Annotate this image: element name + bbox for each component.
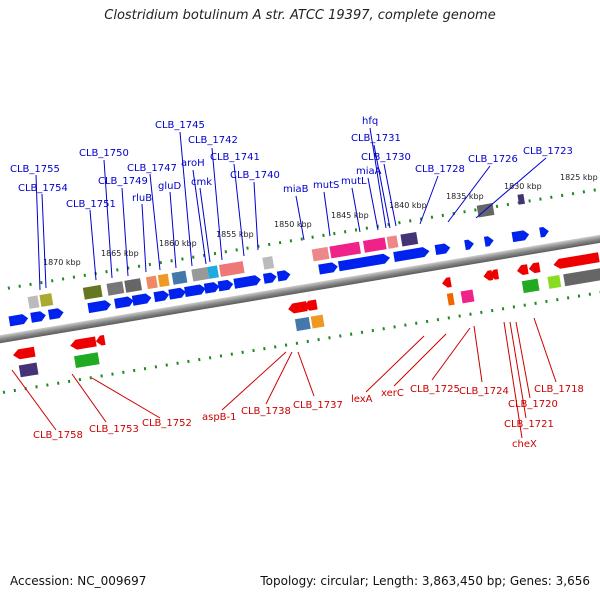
gene-label: rluB xyxy=(132,193,152,204)
gene-label: CLB_1740 xyxy=(230,170,280,181)
gene-label: CLB_1755 xyxy=(10,164,60,175)
gene-label: CLB_1728 xyxy=(415,164,465,175)
gene-arrow xyxy=(153,290,170,303)
scale-label: 1825 kbp xyxy=(560,173,598,182)
gene-label: cheX xyxy=(512,439,537,450)
gene-label: CLB_1718 xyxy=(534,384,584,395)
gene-arrow xyxy=(489,269,500,280)
gene-label: CLB_1751 xyxy=(66,199,116,210)
gene-label: cmk xyxy=(191,177,212,188)
gene-label: mutL xyxy=(341,176,367,187)
scale-label: 1845 kbp xyxy=(331,211,369,220)
gene-label: hfq xyxy=(362,116,378,127)
scale-label: 1855 kbp xyxy=(216,230,254,239)
gene-label: CLB_1749 xyxy=(98,176,148,187)
gene-arrow xyxy=(203,282,220,294)
gene-arrow xyxy=(30,311,46,323)
gene-arrow xyxy=(318,262,338,275)
gene-arrow xyxy=(131,293,152,306)
reverse-leader-lines xyxy=(11,317,557,439)
gene-arrow xyxy=(483,236,494,247)
gene-arrow xyxy=(511,230,530,243)
gene-arrow xyxy=(516,264,529,276)
gene-arrow xyxy=(87,300,111,314)
reverse-gene-arrows xyxy=(13,252,600,360)
gene-arrow xyxy=(217,279,234,292)
tick-track-lower xyxy=(2,288,600,394)
reverse-gene-boxes xyxy=(18,266,600,378)
gene-arrow xyxy=(553,252,600,269)
gene-arrow xyxy=(184,284,206,297)
scale-labels: 1870 kbp 1865 kbp 1860 kbp 1855 kbp 1850… xyxy=(43,173,598,267)
forward-gene-arrows xyxy=(8,227,549,327)
gene-arrow xyxy=(442,277,452,288)
gene-label: CLB_1720 xyxy=(508,399,558,410)
gene-arrow xyxy=(13,346,36,360)
gene-arrow xyxy=(95,334,106,346)
forward-gene-labels: CLB_1755 CLB_1754 CLB_1751 CLB_1750 CLB_… xyxy=(10,116,573,210)
scale-label: 1840 kbp xyxy=(389,201,427,210)
gene-arrow xyxy=(8,314,29,327)
accession-text: Accession: NC_009697 xyxy=(10,574,147,588)
gene-label: CLB_1747 xyxy=(127,163,177,174)
gene-label: CLB_1725 xyxy=(410,384,460,395)
gene-label: xerC xyxy=(381,388,404,399)
gene-label: CLB_1745 xyxy=(155,120,205,131)
scale-label: 1835 kbp xyxy=(446,192,484,201)
gene-arrow xyxy=(276,270,291,282)
gene-label: CLB_1742 xyxy=(188,135,238,146)
scale-label: 1830 kbp xyxy=(504,182,542,191)
forward-leader-lines xyxy=(35,127,547,291)
gene-label: CLB_1738 xyxy=(241,406,291,417)
genome-title: Clostridium botulinum A str. ATCC 19397,… xyxy=(104,8,496,23)
gene-arrow xyxy=(168,287,186,300)
gene-arrow xyxy=(47,308,64,320)
gene-label: CLB_1737 xyxy=(293,400,343,411)
gene-label: CLB_1724 xyxy=(459,386,509,397)
gene-label: miaA xyxy=(356,166,382,177)
scale-label: 1870 kbp xyxy=(43,258,81,267)
gene-arrow xyxy=(528,262,541,274)
gene-arrow xyxy=(288,301,308,314)
gene-label: CLB_1754 xyxy=(18,183,68,194)
gene-arrow xyxy=(483,270,494,281)
gene-label: miaB xyxy=(283,184,309,195)
gene-label: aspB-1 xyxy=(202,412,237,423)
gene-arrow xyxy=(337,253,391,272)
gene-arrow xyxy=(539,227,549,238)
gene-arrow xyxy=(303,299,318,311)
gene-label: CLB_1731 xyxy=(351,133,401,144)
gene-label: mutS xyxy=(313,180,339,191)
gene-arrow xyxy=(464,239,474,251)
forward-gene-boxes xyxy=(27,193,526,309)
gene-label: CLB_1752 xyxy=(142,418,192,429)
gene-label: CLB_1758 xyxy=(33,430,83,441)
gene-label: CLB_1730 xyxy=(361,152,411,163)
gene-label: CLB_1721 xyxy=(504,419,554,430)
gene-arrow xyxy=(434,243,451,256)
scale-label: 1865 kbp xyxy=(101,249,139,258)
genome-summary-text: Topology: circular; Length: 3,863,450 bp… xyxy=(260,574,590,588)
gene-label: CLB_1741 xyxy=(210,152,260,163)
gene-arrow xyxy=(263,272,277,284)
gene-label: aroH xyxy=(181,158,205,169)
gene-label: gluD xyxy=(158,181,181,192)
scale-label: 1850 kbp xyxy=(274,220,312,229)
gene-label: CLB_1726 xyxy=(468,154,518,165)
gene-label: CLB_1723 xyxy=(523,146,573,157)
gene-label: lexA xyxy=(351,394,373,405)
gene-arrow xyxy=(114,296,134,309)
reverse-gene-labels: CLB_1758 CLB_1753 CLB_1752 aspB-1 CLB_17… xyxy=(33,384,584,450)
gene-arrow xyxy=(393,247,430,262)
gene-arrow xyxy=(70,336,97,350)
scale-label: 1860 kbp xyxy=(159,239,197,248)
gene-label: CLB_1753 xyxy=(89,424,139,435)
gene-label: CLB_1750 xyxy=(79,148,129,159)
gene-arrow xyxy=(233,275,261,289)
tick-track-upper xyxy=(0,188,598,294)
genome-backbone xyxy=(0,227,600,351)
